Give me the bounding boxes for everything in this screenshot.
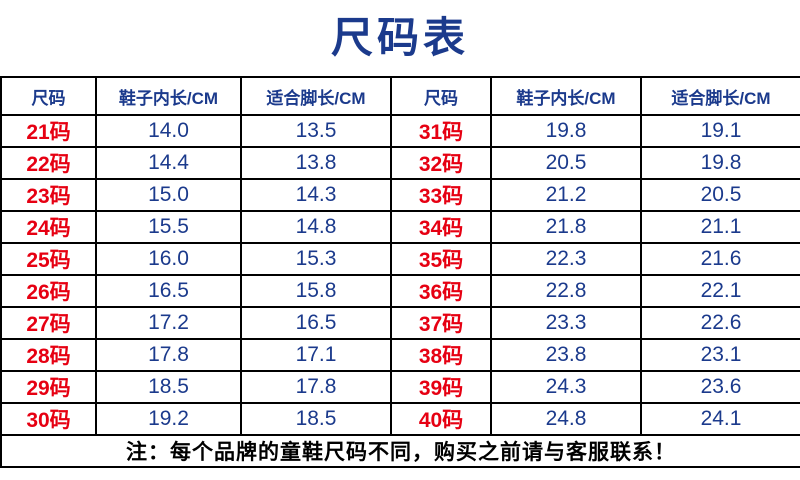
table-row: 29码 18.5 17.8 39码 24.3 23.6: [0, 370, 800, 404]
table-row: 30码 19.2 18.5 40码 24.8 24.1: [0, 402, 800, 436]
table-note: 注：每个品牌的童鞋尺码不同，购买之前请与客服联系！: [0, 434, 800, 468]
table-row: 21码 14.0 13.5 31码 19.8 19.1: [0, 114, 800, 148]
size-cell: 26码: [0, 274, 97, 308]
page-title: 尺码表: [330, 14, 469, 61]
header-cell: 适合脚长/CM: [640, 76, 800, 116]
value-cell: 24.8: [490, 402, 642, 436]
value-cell: 17.8: [240, 370, 392, 404]
value-cell: 21.8: [490, 210, 642, 244]
value-cell: 13.8: [240, 146, 392, 180]
table-row: 24码 15.5 14.8 34码 21.8 21.1: [0, 210, 800, 244]
table-row: 25码 16.0 15.3 35码 22.3 21.6: [0, 242, 800, 276]
value-cell: 23.3: [490, 306, 642, 340]
value-cell: 19.2: [95, 402, 242, 436]
value-cell: 15.3: [240, 242, 392, 276]
size-cell: 22码: [0, 146, 97, 180]
header-cell: 适合脚长/CM: [240, 76, 392, 116]
value-cell: 19.8: [640, 146, 800, 180]
size-table: 尺码 鞋子内长/CM 适合脚长/CM 尺码 鞋子内长/CM 适合脚长/CM 21码 14.0…: [0, 76, 800, 468]
value-cell: 22.3: [490, 242, 642, 276]
value-cell: 23.1: [640, 338, 800, 372]
size-cell: 36码: [390, 274, 492, 308]
size-cell: 23码: [0, 178, 97, 212]
value-cell: 13.5: [240, 114, 392, 148]
value-cell: 16.5: [95, 274, 242, 308]
value-cell: 16.0: [95, 242, 242, 276]
size-cell: 25码: [0, 242, 97, 276]
size-cell: 34码: [390, 210, 492, 244]
size-cell: 28码: [0, 338, 97, 372]
value-cell: 22.6: [640, 306, 800, 340]
size-cell: 30码: [0, 402, 97, 436]
value-cell: 15.5: [95, 210, 242, 244]
size-cell: 38码: [390, 338, 492, 372]
header-cell: 鞋子内长/CM: [490, 76, 642, 116]
size-cell: 31码: [390, 114, 492, 148]
value-cell: 24.1: [640, 402, 800, 436]
value-cell: 14.3: [240, 178, 392, 212]
value-cell: 17.2: [95, 306, 242, 340]
value-cell: 17.1: [240, 338, 392, 372]
table-row: 26码 16.5 15.8 36码 22.8 22.1: [0, 274, 800, 308]
size-cell: 24码: [0, 210, 97, 244]
value-cell: 14.0: [95, 114, 242, 148]
value-cell: 16.5: [240, 306, 392, 340]
value-cell: 22.1: [640, 274, 800, 308]
size-cell: 37码: [390, 306, 492, 340]
value-cell: 17.8: [95, 338, 242, 372]
value-cell: 15.8: [240, 274, 392, 308]
value-cell: 15.0: [95, 178, 242, 212]
table-body: 21码 14.0 13.5 31码 19.8 19.1 22码 14.4 13.8 32码 20.5…: [0, 114, 800, 436]
value-cell: 18.5: [240, 402, 392, 436]
table-row: 27码 17.2 16.5 37码 23.3 22.6: [0, 306, 800, 340]
table-row: 28码 17.8 17.1 38码 23.8 23.1: [0, 338, 800, 372]
size-cell: 40码: [390, 402, 492, 436]
header-row: 尺码 鞋子内长/CM 适合脚长/CM 尺码 鞋子内长/CM 适合脚长/CM: [0, 76, 800, 116]
size-cell: 39码: [390, 370, 492, 404]
header-cell: 尺码: [0, 76, 97, 116]
table-row: 22码 14.4 13.8 32码 20.5 19.8: [0, 146, 800, 180]
size-cell: 21码: [0, 114, 97, 148]
value-cell: 18.5: [95, 370, 242, 404]
header-cell: 鞋子内长/CM: [95, 76, 242, 116]
note-row: 注：每个品牌的童鞋尺码不同，购买之前请与客服联系！: [0, 434, 800, 468]
value-cell: 20.5: [640, 178, 800, 212]
value-cell: 14.8: [240, 210, 392, 244]
value-cell: 20.5: [490, 146, 642, 180]
value-cell: 24.3: [490, 370, 642, 404]
value-cell: 21.1: [640, 210, 800, 244]
value-cell: 21.2: [490, 178, 642, 212]
header-cell: 尺码: [390, 76, 492, 116]
size-cell: 35码: [390, 242, 492, 276]
value-cell: 21.6: [640, 242, 800, 276]
table-row: 23码 15.0 14.3 33码 21.2 20.5: [0, 178, 800, 212]
size-cell: 27码: [0, 306, 97, 340]
value-cell: 14.4: [95, 146, 242, 180]
size-cell: 33码: [390, 178, 492, 212]
value-cell: 22.8: [490, 274, 642, 308]
size-cell: 32码: [390, 146, 492, 180]
value-cell: 19.8: [490, 114, 642, 148]
value-cell: 23.8: [490, 338, 642, 372]
value-cell: 19.1: [640, 114, 800, 148]
size-cell: 29码: [0, 370, 97, 404]
value-cell: 23.6: [640, 370, 800, 404]
